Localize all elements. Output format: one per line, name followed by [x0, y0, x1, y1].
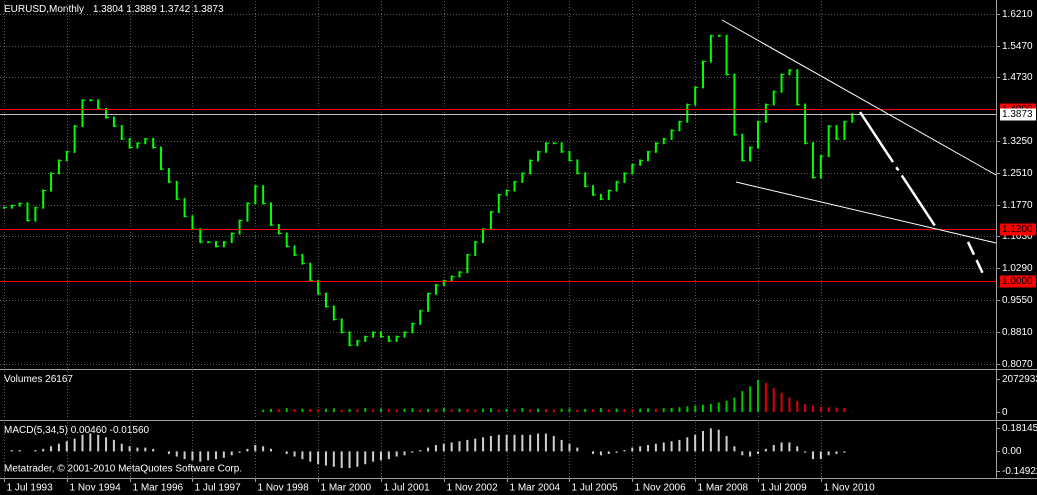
current-price-label: 1.3873 — [1002, 109, 1033, 120]
level-label: 1.0000 — [1002, 276, 1033, 287]
signal-current: -0.01560 — [110, 425, 150, 436]
forecast-line — [858, 111, 937, 227]
open: 1.3804 — [93, 4, 124, 15]
y-tick-label: 1.3250 — [1002, 136, 1033, 147]
y-tick-label: 0 — [1002, 407, 1008, 418]
forecast-line — [966, 241, 987, 279]
level-label-box — [1000, 223, 1036, 236]
x-tick-label: 1 Jul 2009 — [761, 483, 808, 494]
x-tick-label: 1 Jul 1993 — [7, 483, 54, 494]
y-tick-label: 2072933 — [1002, 374, 1037, 385]
y-tick-label: 0.8070 — [1002, 359, 1033, 370]
drawings — [721, 19, 997, 279]
volume-title: Volumes — [4, 374, 42, 385]
x-tick-label: 1 Jul 1997 — [195, 483, 242, 494]
y-tick-label: 0.9550 — [1002, 295, 1033, 306]
y-tick-label: 1.4730 — [1002, 72, 1033, 83]
macd-title: MACD(5,34,5) — [4, 425, 68, 436]
level-label-box — [1000, 275, 1036, 288]
symbol: EURUSD,Monthly — [4, 4, 84, 15]
y-tick-label: 0.8810 — [1002, 327, 1033, 338]
y-tick-label: 0.00 — [1002, 446, 1022, 457]
x-tick-label: 1 Jul 2005 — [572, 483, 619, 494]
x-tick-label: 1 Nov 1998 — [258, 483, 310, 494]
level-label: 1.1200 — [1002, 224, 1033, 235]
trend-line — [735, 181, 997, 244]
x-tick-label: 1 Mar 2000 — [321, 483, 372, 494]
x-tick-label: 1 Nov 1994 — [70, 483, 122, 494]
price-header: EURUSD,Monthly 1.3804 1.3889 1.3742 1.38… — [4, 4, 224, 15]
y-tick-label: -0.14922 — [1002, 466, 1037, 477]
volume-header: Volumes 26167 — [4, 374, 73, 385]
copyright: Metatrader, © 2001-2010 MetaQuotes Softw… — [4, 464, 242, 475]
y-tick-label: 1.1030 — [1002, 231, 1033, 242]
y-tick-label: 1.6210 — [1002, 9, 1033, 20]
x-tick-label: 1 Nov 2002 — [447, 483, 499, 494]
macd-current: 0.00460 — [71, 425, 108, 436]
y-tick-label: 1.0290 — [1002, 263, 1033, 274]
x-tick-label: 1 Nov 2006 — [635, 483, 687, 494]
low: 1.3742 — [160, 4, 191, 15]
x-tick-label: 1 Mar 2008 — [698, 483, 749, 494]
close: 1.3873 — [193, 4, 224, 15]
y-tick-label: 1.5470 — [1002, 41, 1033, 52]
high: 1.3889 — [126, 4, 157, 15]
y-tick-label: 1.1770 — [1002, 200, 1033, 211]
x-tick-label: 1 Jul 2001 — [384, 483, 431, 494]
trend-line — [721, 19, 997, 176]
x-tick-label: 1 Nov 2010 — [824, 483, 876, 494]
x-tick-label: 1 Mar 2004 — [510, 483, 561, 494]
y-tick-label: 1.2510 — [1002, 168, 1033, 179]
current-price-box — [1000, 108, 1036, 121]
x-tick-label: 1 Mar 1996 — [133, 483, 184, 494]
volume-current: 26167 — [45, 374, 73, 385]
macd-header: MACD(5,34,5) 0.00460 -0.01560 — [4, 425, 150, 436]
y-tick-label: 0.18145 — [1002, 423, 1037, 434]
